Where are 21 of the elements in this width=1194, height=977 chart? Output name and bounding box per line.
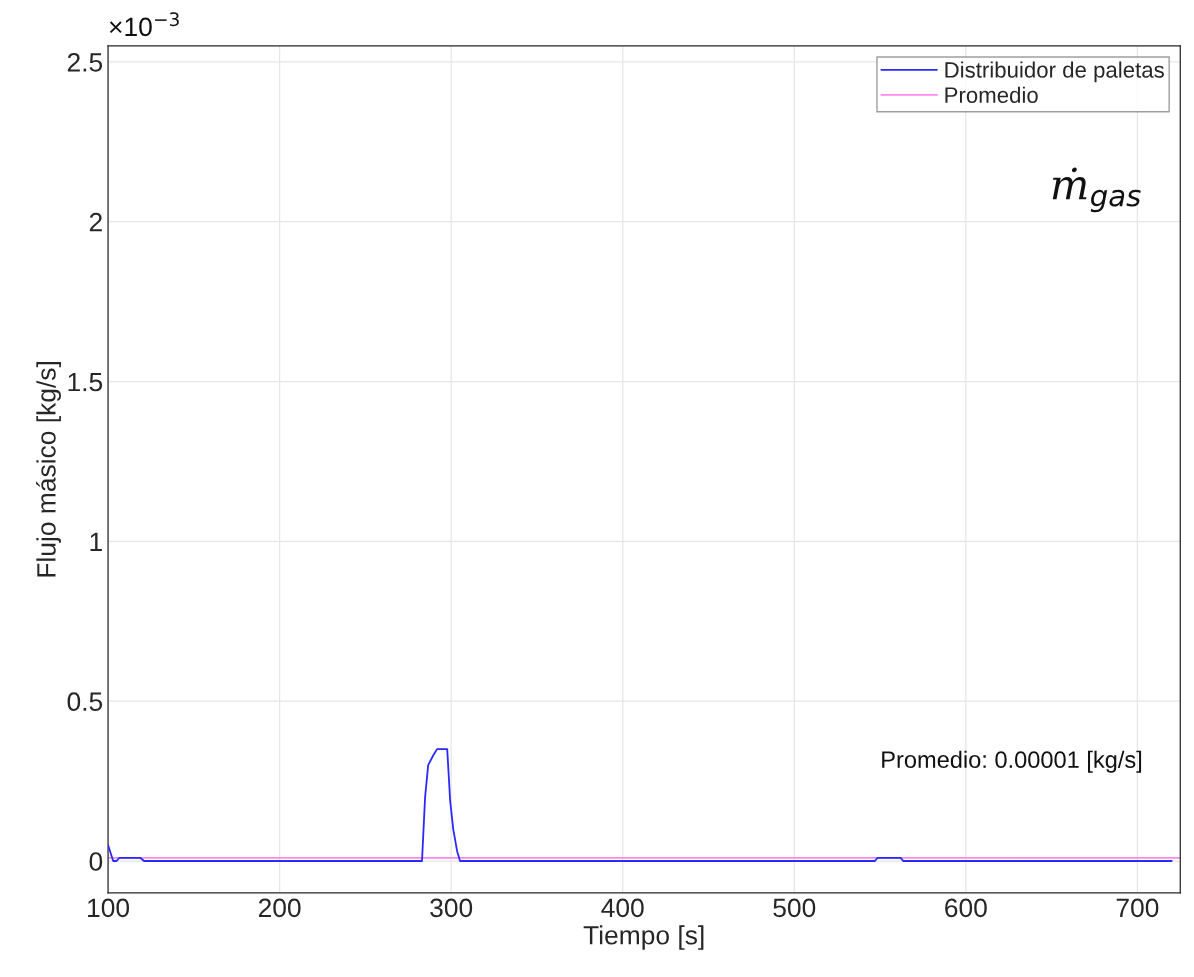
x-tick-label: 700 <box>1116 898 1159 918</box>
y-tick-label: 2 <box>89 212 102 232</box>
y-axis-title: Flujo másico [kg/s] <box>36 362 61 577</box>
y-tick-label: 1.5 <box>68 372 103 392</box>
legend-label: Distribuidor de paletas <box>945 61 1164 83</box>
y-tick-label: 0.5 <box>67 692 103 712</box>
x-tick-label: 100 <box>88 898 130 918</box>
x-axis-title: Tiempo [s] <box>583 925 704 950</box>
text: ×10$^{−3}$ <box>109 12 179 37</box>
x-tick-label: 400 <box>601 898 644 918</box>
y-tick-label: 0 <box>89 852 103 871</box>
y-tick-label: 2.5 <box>67 53 103 72</box>
legend-label: Promedio <box>945 86 1038 103</box>
x-tick-label: 300 <box>430 898 473 918</box>
x-tick-label: 500 <box>773 898 816 918</box>
line-series <box>108 748 1173 862</box>
x-tick-label: 200 <box>258 898 301 918</box>
x-tick-label: 600 <box>945 898 987 918</box>
annotation: ṁ$_{gas}$ <box>1052 167 1141 213</box>
annotation: Promedio: 0.00001 [kg/s] <box>882 750 1142 773</box>
y-tick-label: 1 <box>90 532 102 551</box>
